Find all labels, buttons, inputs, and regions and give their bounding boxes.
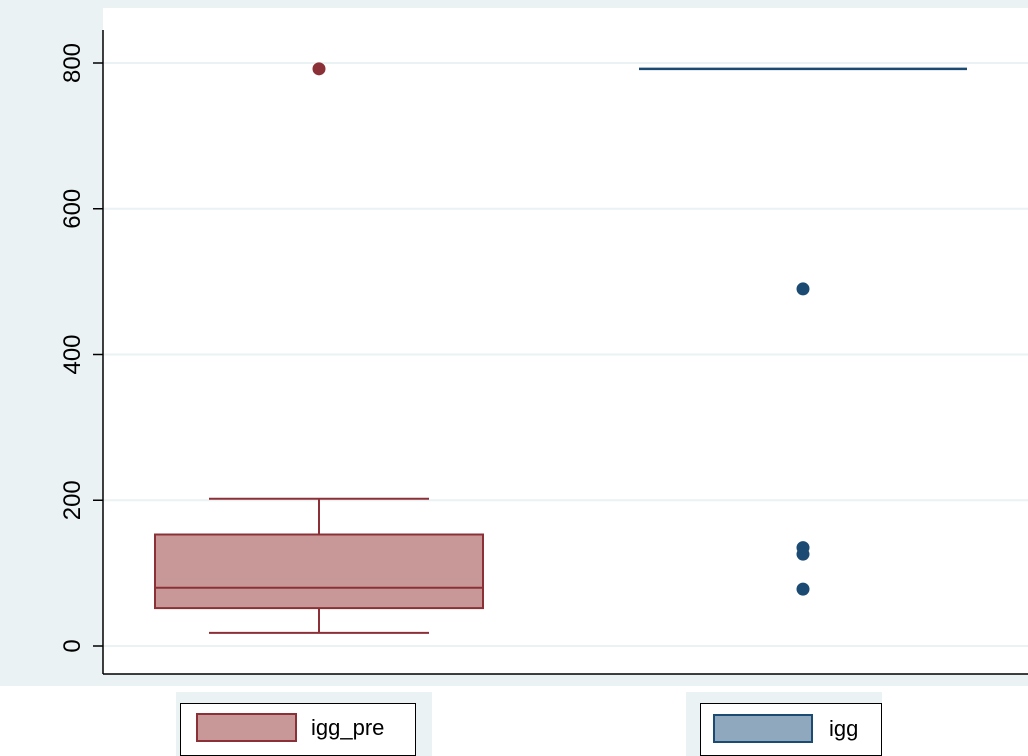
outlier-point [312,62,326,76]
box-igg [639,67,967,596]
legend-label-igg-pre: igg_pre [311,715,385,740]
outlier-point [796,547,810,561]
chart-svg: 0 200 400 600 800 [0,0,1028,686]
outlier-point [796,282,810,296]
legend-label-igg: igg [829,716,859,741]
y-tick-label: 0 [59,639,86,652]
y-tick-label: 200 [59,480,86,520]
grid-lines [103,62,1028,647]
box-igg-pre [154,62,484,634]
legend-item-igg-pre: igg_pre [180,703,416,756]
series-layer [154,62,967,634]
y-tick-label: 600 [59,189,86,229]
legend-item-igg: igg [700,703,882,756]
legend-swatch-igg-pre [196,713,297,742]
y-axis: 0 200 400 600 800 [59,30,1028,675]
box-body [154,533,484,610]
legend-swatch-igg [713,714,813,743]
y-tick-label: 800 [59,43,86,83]
outlier-point [796,582,810,596]
y-tick-label: 400 [59,334,86,374]
